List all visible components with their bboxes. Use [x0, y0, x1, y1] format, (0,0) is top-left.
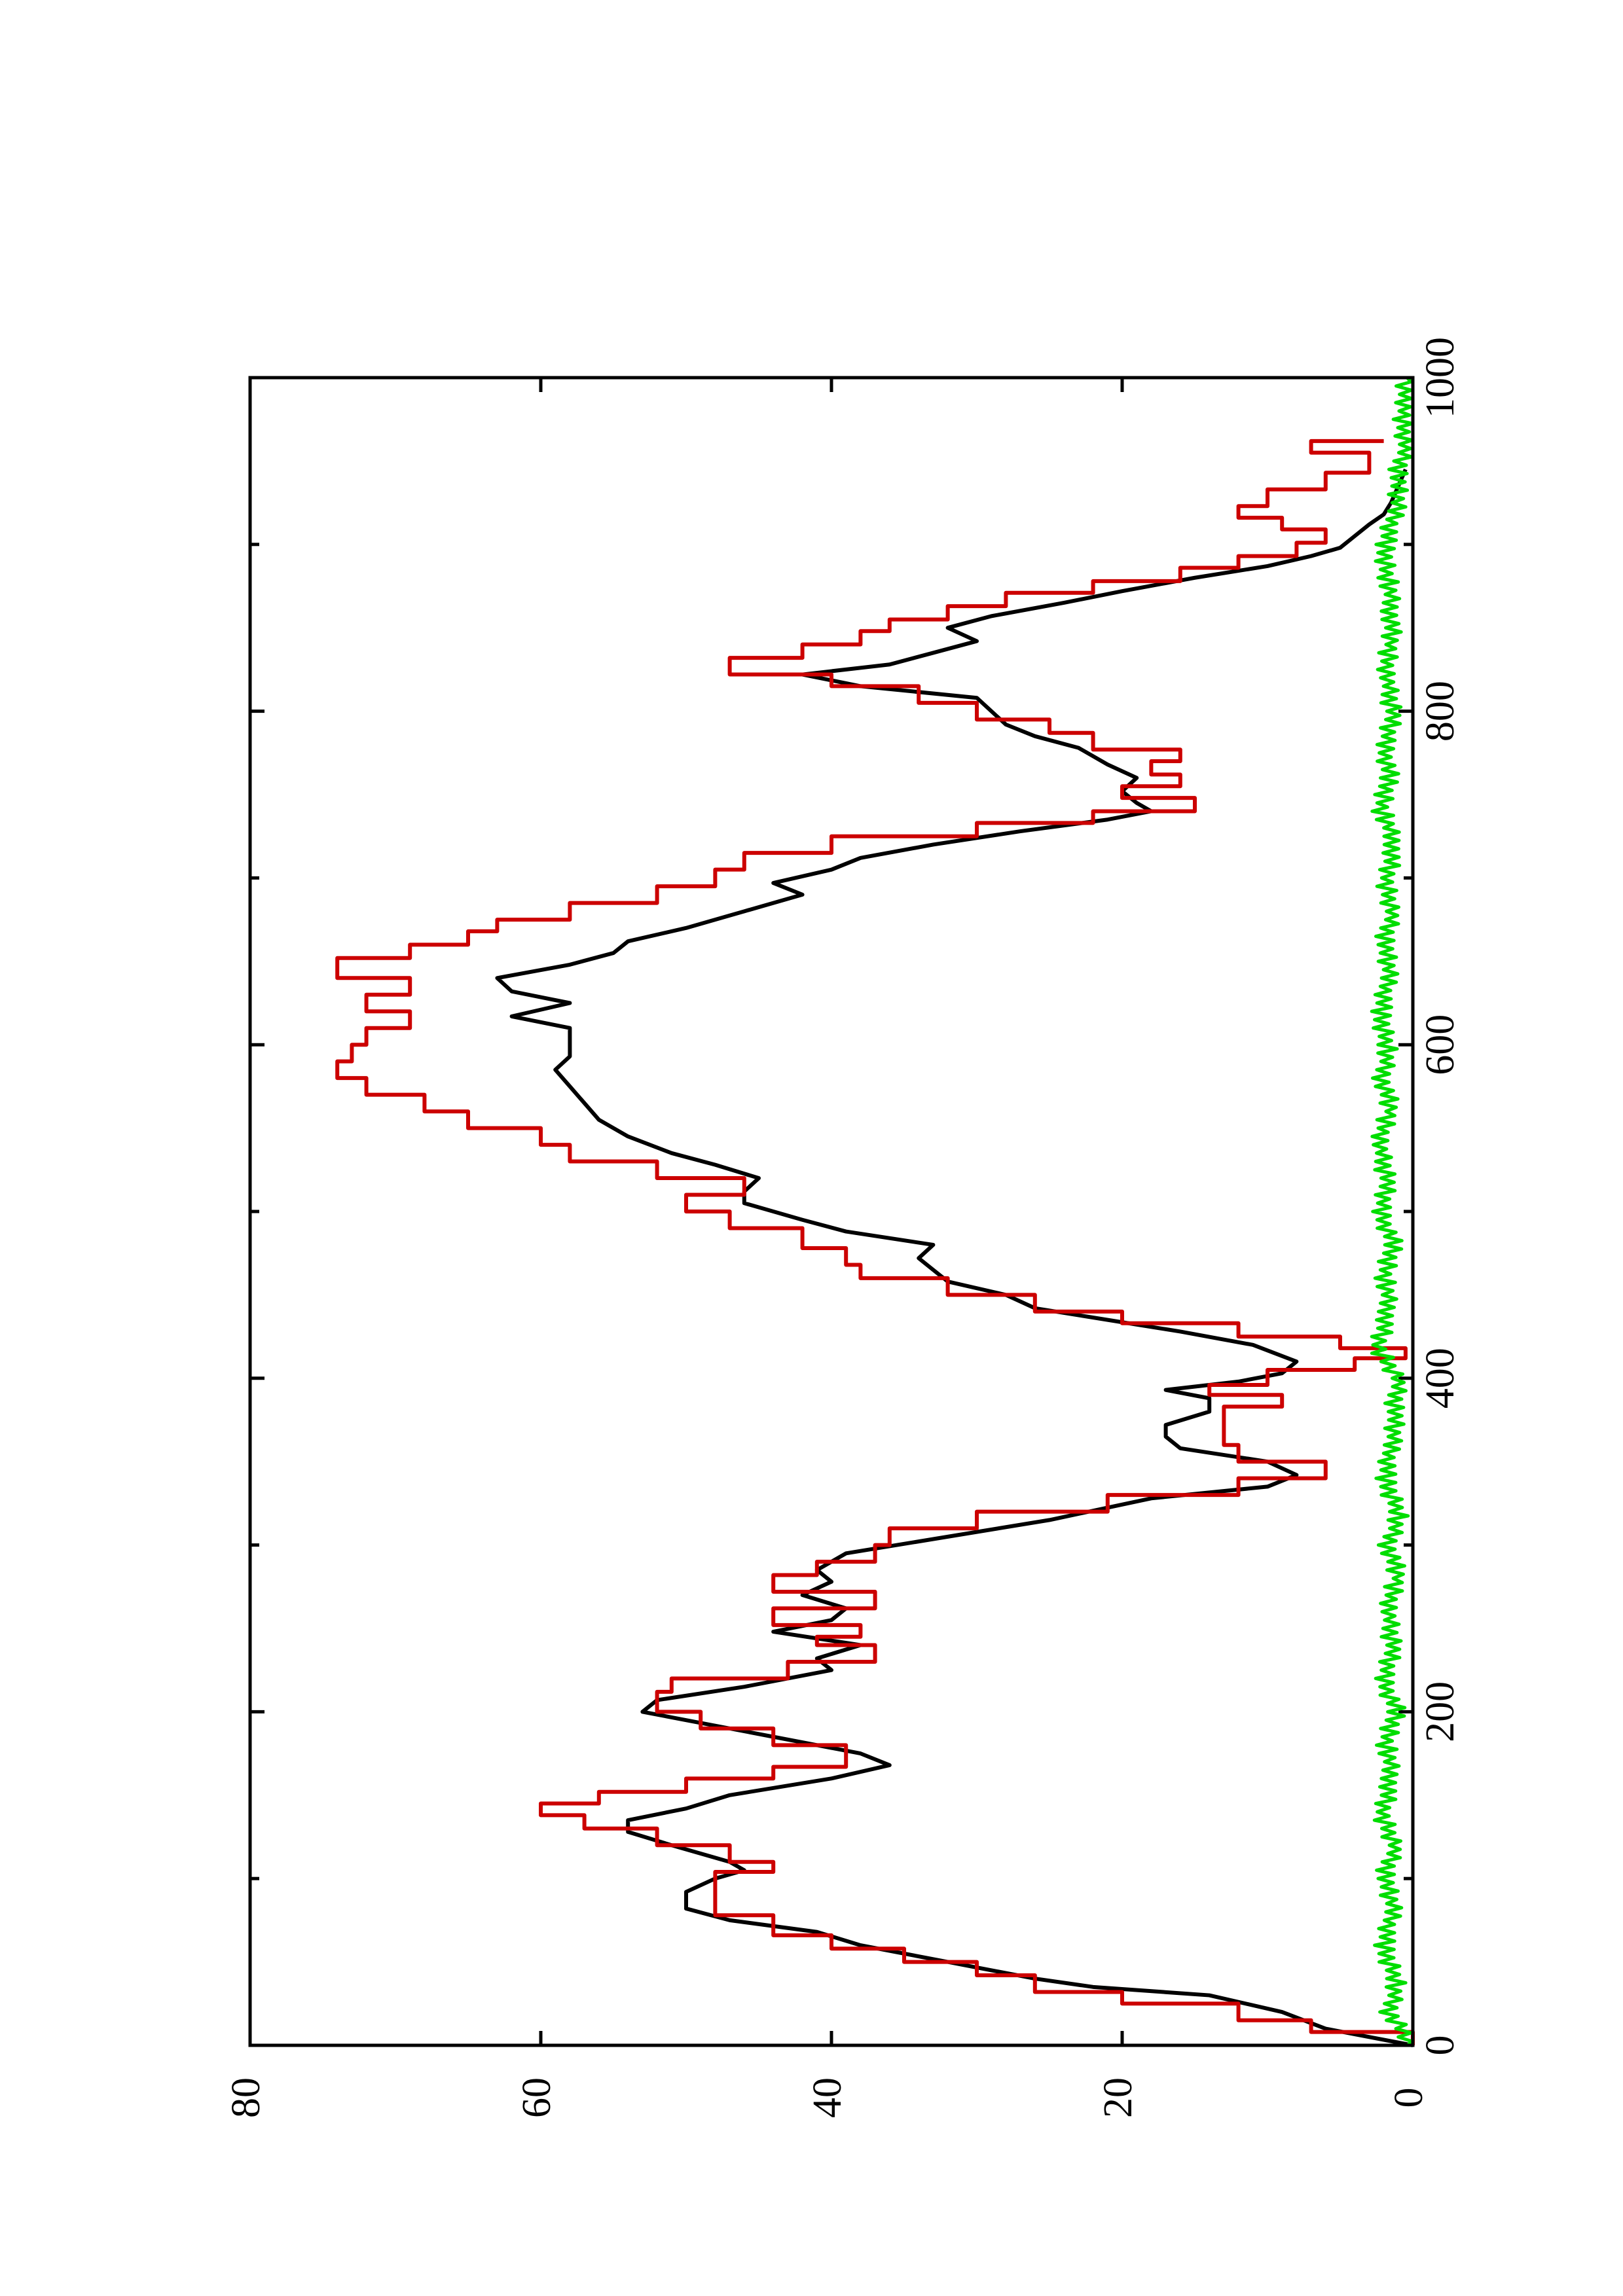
- y-tick-label: 80: [224, 2077, 268, 2118]
- series-line-0: [495, 468, 1413, 2047]
- x-tick-label: 200: [1418, 1681, 1463, 1742]
- x-tick-label: 600: [1418, 1014, 1463, 1075]
- x-tick-label: 0: [1418, 2036, 1463, 2056]
- axes-layer: 0 200 400 600 800 1000 0 20 40 60 80: [224, 337, 1463, 2118]
- series-line-2: [1370, 376, 1414, 2047]
- y-tick-label: 60: [515, 2077, 559, 2118]
- x-tick-label: 800: [1418, 681, 1463, 742]
- plot-frame: [248, 376, 1415, 2047]
- y-tick-label: 40: [805, 2077, 850, 2118]
- series-line-1: [335, 439, 1415, 2045]
- y-tick-label: 0: [1387, 2088, 1431, 2108]
- y-tick-label: 20: [1096, 2077, 1140, 2118]
- x-tick-label: 1000: [1418, 337, 1463, 418]
- x-tick-label: 400: [1418, 1348, 1463, 1408]
- series-layer: [335, 376, 1415, 2047]
